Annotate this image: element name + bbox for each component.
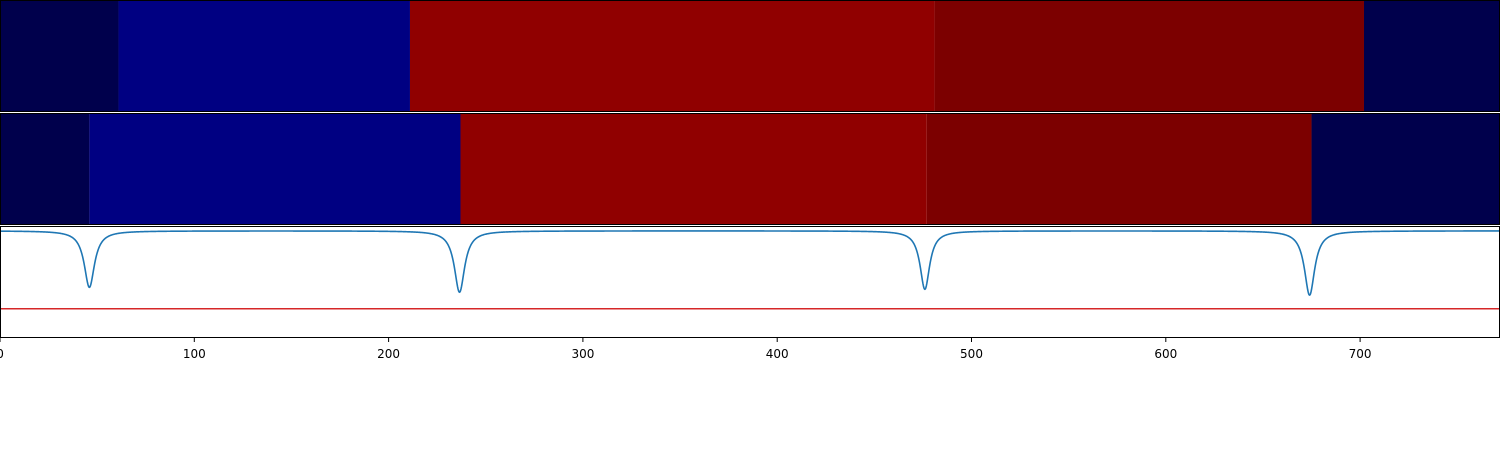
heatmap-segment-1 xyxy=(0,113,90,225)
heatmap-segment-5 xyxy=(1363,0,1500,112)
x-tick-label: 400 xyxy=(766,347,789,361)
x-tick-label: 700 xyxy=(1349,347,1372,361)
x-tick-label: 200 xyxy=(377,347,400,361)
signal-line-panel xyxy=(0,226,1500,338)
plot-background xyxy=(0,226,1500,338)
heatmap-segment-3 xyxy=(409,0,935,112)
x-tick-label: 500 xyxy=(960,347,983,361)
heatmap-segment-5 xyxy=(1311,113,1500,225)
heatmap-segment-2 xyxy=(89,113,461,225)
heatmap-segment-3 xyxy=(460,113,927,225)
heatmap-segment-2 xyxy=(118,0,410,112)
x-tick-label: 300 xyxy=(571,347,594,361)
heatmap-segment-4 xyxy=(926,113,1312,225)
heatmap-middle xyxy=(0,113,1500,225)
x-tick-label: 0 xyxy=(0,347,4,361)
signal-series-line xyxy=(0,230,1500,296)
heatmap-segment-4 xyxy=(934,0,1364,112)
heatmap-segment-1 xyxy=(0,0,119,112)
x-tick-label: 100 xyxy=(183,347,206,361)
x-axis: 0 100 200 300 400 500 600 700 xyxy=(0,338,1372,361)
heatmap-top xyxy=(0,0,1500,112)
x-tick-label: 600 xyxy=(1154,347,1177,361)
